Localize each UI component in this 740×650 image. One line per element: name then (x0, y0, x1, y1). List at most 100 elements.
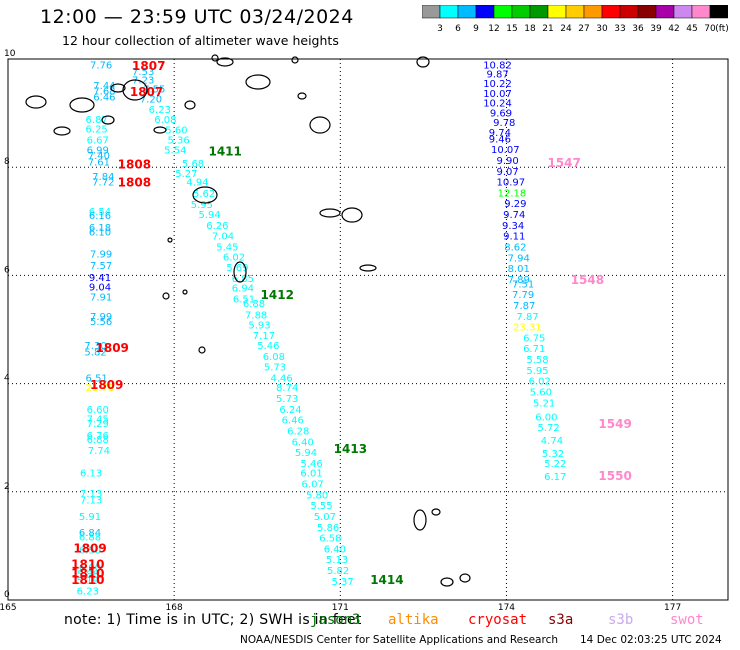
swh-value: 7.87 (513, 301, 535, 312)
swh-value: 9.04 (89, 283, 111, 294)
swh-value: 10.07 (491, 145, 520, 156)
swh-value: 4.46 (271, 373, 293, 384)
pass-time-label: 1548 (571, 273, 604, 287)
swh-value: 5.27 (175, 169, 197, 180)
y-tick-label: 10 (4, 49, 16, 59)
swh-value: 5.82 (327, 566, 349, 577)
swh-value: 6.01 (300, 469, 322, 480)
x-tick-label: 165 (0, 603, 17, 613)
swh-value: 9.78 (493, 118, 515, 129)
scale-label: 27 (578, 24, 589, 34)
swh-value: 9.69 (490, 108, 512, 119)
scale-label: 70 (704, 24, 716, 34)
swh-value: 9.74 (489, 128, 511, 139)
mission-altika: altika (388, 612, 439, 628)
pass-time-label: 1413 (334, 442, 367, 456)
swh-value: 5.37 (331, 577, 353, 588)
swh-value: 7.51 (512, 279, 534, 290)
swh-value: 5.80 (306, 490, 328, 501)
swh-value: 7.99 (90, 250, 112, 261)
swh-value: 7.68 (93, 87, 115, 98)
pass-time-label: 1809 (96, 341, 129, 355)
swh-value: 7.23 (132, 75, 154, 86)
pass-time-label: 1549 (598, 417, 631, 431)
island-outline (309, 116, 331, 134)
island-outline (341, 207, 363, 223)
generated-time: 14 Dec 02:03:25 UTC 2024 (580, 634, 722, 646)
scale-label: 45 (686, 24, 697, 34)
island-outline (25, 95, 47, 109)
swh-value: 7.89 (508, 275, 530, 286)
swh-value: 10.82 (483, 61, 512, 72)
swh-value: 7.30 (84, 341, 106, 352)
pass-time-label: 1808 (118, 176, 151, 190)
scale-label: 12 (488, 24, 499, 34)
page-title: 12:00 — 23:59 UTC 03/24/2024 (40, 6, 354, 28)
swh-value: 7.13 (80, 496, 102, 507)
swh-value: 4.74 (541, 436, 563, 447)
swh-value: 6.76 (87, 431, 109, 442)
swh-value: 6.02 (223, 252, 245, 263)
swh-value: 7.94 (508, 253, 530, 264)
scale-label: 30 (596, 24, 608, 34)
scale-label: 18 (524, 24, 536, 34)
swh-value: 5.58 (526, 355, 548, 366)
swh-value: 6.00 (535, 412, 557, 423)
swh-value: 6.08 (263, 352, 285, 363)
swh-value: 5.62 (193, 189, 215, 200)
swh-value: 9.87 (487, 69, 509, 80)
mission-s3a: s3a (548, 612, 574, 628)
swh-value: 5.54 (164, 146, 186, 157)
y-tick-label: 6 (4, 265, 10, 275)
swh-value: 9.07 (496, 167, 518, 178)
swh-value: 6.25 (86, 125, 108, 136)
island-outline (192, 186, 218, 204)
swh-value: 8.01 (508, 264, 530, 275)
swh-value: 7.44 (93, 81, 115, 92)
island-outline (110, 83, 126, 93)
swh-value: 9.34 (502, 221, 524, 232)
swh-value: 5.60 (530, 388, 552, 399)
swh-value: 7.79 (512, 290, 534, 301)
y-tick-label: 0 (4, 590, 10, 600)
island-outline (101, 115, 115, 125)
island-outline (69, 97, 95, 113)
swh-value: 4.94 (186, 178, 208, 189)
island-outline (245, 74, 271, 90)
swh-value: 7.72 (92, 178, 114, 189)
swh-value: 5.93 (248, 320, 270, 331)
swh-value: 5.82 (84, 347, 106, 358)
swh-value: 6.54 (89, 207, 111, 218)
island-outline (216, 57, 234, 67)
swh-value: 6.17 (544, 472, 566, 483)
swh-value: 10.22 (483, 79, 512, 90)
swh-value: 5.91 (79, 512, 101, 523)
island-outline (297, 92, 307, 100)
island-outline (198, 346, 206, 354)
island-outline (167, 237, 173, 243)
swh-value: 5.13 (326, 555, 348, 566)
pass-time-label: 1807 (132, 59, 165, 73)
pass-time-label: 1411 (208, 144, 241, 158)
swh-value: 6.02 (529, 377, 551, 388)
y-tick-label: 2 (4, 482, 10, 492)
swh-value: 6.88 (243, 299, 265, 310)
pass-time-label: 1414 (370, 573, 403, 587)
swh-value: 7.76 (90, 61, 112, 72)
y-tick-label: 4 (4, 374, 10, 384)
island-outline (291, 56, 299, 64)
island-outline (184, 100, 196, 110)
swh-value: 21.78 (86, 383, 115, 394)
swh-value: 5.07 (314, 512, 336, 523)
island-outline (440, 577, 454, 587)
swh-value: 23.31 (513, 323, 542, 334)
island-outline (413, 509, 427, 531)
pass-time-label: 1809 (73, 541, 106, 555)
island-outline (416, 56, 430, 68)
swh-value: 7.53 (132, 67, 154, 78)
swh-value: 6.08 (154, 115, 176, 126)
swh-value: 7.55 (143, 85, 165, 96)
swh-value: 5.69 (226, 263, 248, 274)
scale-label: 3 (437, 24, 443, 34)
swh-value: 5.88 (77, 569, 99, 580)
